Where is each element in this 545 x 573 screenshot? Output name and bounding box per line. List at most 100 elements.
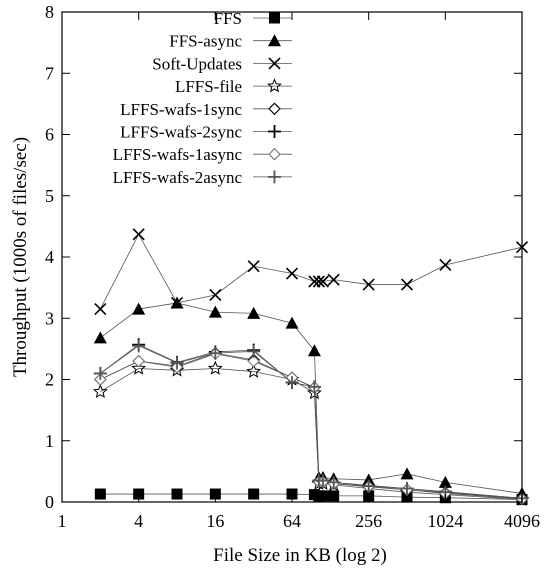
y-axis-title: Throughput (1000s of files/sec) [10, 137, 31, 377]
data-point [170, 356, 184, 370]
data-point [209, 288, 222, 302]
data-point [93, 331, 107, 344]
legend-label: FFS-async [169, 32, 242, 51]
data-point [247, 260, 260, 273]
data-point [316, 474, 330, 488]
data-point [247, 306, 261, 319]
data-point [438, 475, 452, 488]
data-point [267, 78, 282, 93]
x-tick-label: 1024 [427, 511, 463, 531]
data-point [285, 267, 299, 280]
legend: FFS FFS-async Soft-Updates LFFS-file LFFS-wa… [113, 9, 292, 187]
data-point [268, 102, 281, 116]
data-point [170, 296, 184, 310]
data-point [208, 305, 222, 318]
series-line [100, 353, 523, 500]
data-point [132, 339, 146, 353]
series-line [100, 352, 523, 500]
data-point [268, 170, 281, 184]
data-point [268, 57, 281, 70]
plot-area [92, 228, 530, 506]
y-tick-label: 7 [45, 63, 54, 83]
series-lffs-wafs-2sync [93, 338, 529, 505]
data-point [400, 482, 414, 496]
legend-entry: Soft-Updates [152, 54, 292, 73]
legend-label: LFFS-wafs-1async [113, 145, 243, 164]
legend-entry: LFFS-wafs-2async [113, 168, 292, 187]
legend-entry: LFFS-wafs-2sync [120, 123, 292, 142]
legend-entry: FFS-async [169, 32, 292, 51]
data-point [362, 278, 375, 291]
x-tick-label: 4 [134, 511, 143, 531]
data-point [268, 125, 281, 138]
series-line [99, 233, 523, 310]
data-point [132, 354, 145, 368]
x-tick-label: 16 [206, 511, 224, 531]
data-point [317, 490, 329, 502]
data-point [171, 488, 183, 500]
data-point [247, 354, 260, 368]
data-point [132, 302, 146, 315]
data-point [247, 344, 261, 358]
series-lffs-wafs-1async [94, 347, 529, 506]
data-point [400, 278, 414, 291]
data-point [246, 363, 262, 378]
y-tick-label: 3 [45, 308, 54, 328]
legend-entry: FFS [214, 9, 292, 28]
data-point [327, 273, 340, 286]
x-axis-title: File Size in KB (log 2) [213, 545, 387, 566]
data-point [248, 488, 260, 500]
legend-label: Soft-Updates [152, 54, 242, 73]
data-point [307, 344, 321, 357]
series-lffs-wafs-1sync [94, 346, 529, 506]
x-tick-label: 64 [283, 511, 301, 531]
y-tick-label: 0 [45, 492, 54, 512]
legend-label: LFFS-wafs-1sync [120, 100, 242, 119]
data-point [132, 228, 145, 241]
plot-frame [61, 11, 523, 503]
series-line [100, 345, 523, 499]
series-soft-updates [94, 228, 529, 316]
data-point [94, 488, 106, 500]
data-point [208, 346, 222, 360]
data-point [207, 360, 223, 375]
series-lffs-file [92, 360, 530, 506]
data-point [92, 383, 108, 399]
legend-entry: LFFS-wafs-1sync [120, 100, 292, 119]
data-point [131, 360, 147, 375]
data-point [316, 275, 330, 288]
series-line [100, 344, 523, 499]
series-lffs-wafs-2async [93, 339, 529, 505]
data-point [307, 380, 321, 394]
legend-label: LFFS-wafs-2sync [120, 123, 242, 142]
legend-label: FFS [214, 9, 242, 28]
x-tick-label: 1 [58, 511, 67, 531]
y-tick-label: 5 [45, 186, 54, 206]
data-point [94, 302, 107, 316]
data-point [269, 12, 280, 24]
data-point [268, 34, 281, 47]
x-tick-label: 256 [355, 511, 382, 531]
data-point [285, 316, 299, 329]
legend-entry: LFFS-file [175, 77, 292, 96]
data-point [362, 479, 376, 493]
data-point [93, 366, 107, 380]
data-point [327, 475, 341, 489]
legend-label: LFFS-file [175, 77, 242, 96]
data-point [312, 275, 325, 288]
x-tick-label: 4096 [504, 511, 540, 531]
series-line [100, 302, 523, 494]
data-point [401, 491, 413, 503]
data-point [400, 467, 414, 480]
data-point [328, 490, 340, 502]
data-point [308, 275, 321, 288]
data-point [439, 258, 452, 272]
legend-entry: LFFS-wafs-1async [113, 145, 292, 164]
y-tick-label: 1 [45, 431, 54, 451]
y-tick-label: 2 [45, 370, 54, 390]
y-tick-label: 6 [45, 125, 54, 145]
data-point [285, 376, 299, 390]
data-point [268, 147, 281, 161]
